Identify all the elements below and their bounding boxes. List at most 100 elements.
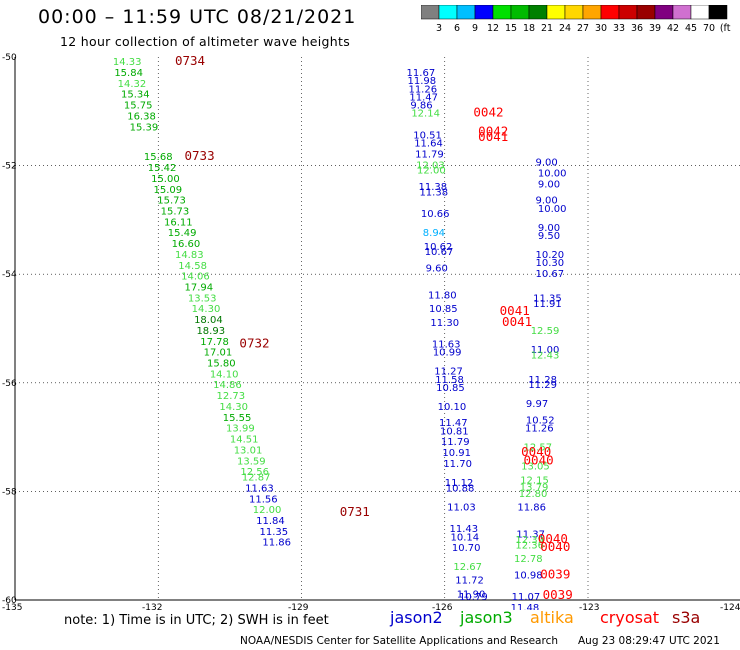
- wave-height-label: 11.27: [434, 367, 463, 378]
- wave-height-label: 13.79: [520, 482, 549, 493]
- scale-label: 3: [436, 23, 442, 34]
- wave-height-label: 11.37: [516, 530, 545, 541]
- y-tick-label: -54: [2, 270, 17, 280]
- wave-height-label: 11.80: [428, 291, 457, 302]
- wave-height-label: 9.00: [535, 158, 557, 169]
- wave-height-label: 10.81: [440, 426, 469, 437]
- wave-height-label: 10.10: [438, 402, 467, 413]
- wave-height-label: 11.98: [408, 76, 437, 87]
- scale-label: 33: [613, 23, 625, 34]
- wave-height-label: 9.97: [526, 399, 548, 410]
- wave-height-label: 10.00: [538, 168, 567, 179]
- wave-height-label: 14.58: [178, 261, 207, 272]
- wave-height-label: 12.80: [519, 489, 548, 500]
- wave-height-label: 11.26: [408, 84, 437, 95]
- scale-label: 30: [595, 23, 607, 34]
- x-tick-label: -123: [579, 603, 599, 610]
- wave-height-label: 15.42: [148, 163, 177, 174]
- scale-label: 6: [454, 23, 460, 34]
- wave-height-label: 11.58: [435, 375, 464, 386]
- scale-label: 21: [541, 23, 553, 34]
- wave-height-label: 15.73: [161, 206, 190, 217]
- wave-height-label: 12.67: [453, 562, 482, 573]
- time-label: 0040: [521, 444, 551, 459]
- time-label: 0040: [540, 539, 570, 554]
- wave-height-label: 11.91: [533, 299, 562, 310]
- wave-height-label: 9.00: [535, 196, 557, 207]
- time-label: 0731: [340, 504, 370, 519]
- legend-altika: altika: [530, 608, 574, 627]
- wave-height-label: 11.63: [245, 483, 274, 494]
- x-tick-label: -129: [288, 603, 309, 610]
- wave-height-label: 11.26: [525, 424, 554, 435]
- timestamp-text: Aug 23 08:29:47 UTC 2021: [578, 635, 720, 647]
- scale-label: 27: [577, 23, 589, 34]
- wave-height-label: 10.66: [421, 209, 450, 220]
- wave-height-label: 12.00: [253, 505, 282, 516]
- wave-height-label: 11.38: [419, 187, 448, 198]
- x-tick-label: -132: [142, 603, 162, 610]
- wave-height-label: 15.55: [223, 413, 252, 424]
- y-tick-label: -56: [2, 379, 17, 389]
- wave-height-label: 15.49: [168, 228, 197, 239]
- wave-height-label: 15.68: [144, 152, 173, 163]
- note-text: note: 1) Time is in UTC; 2) SWH is in fe…: [64, 613, 329, 628]
- scale-label: 42: [667, 23, 679, 34]
- wave-height-label: 12.87: [242, 473, 271, 484]
- wave-height-label: 9.50: [538, 231, 560, 242]
- scale-label: 45: [685, 23, 697, 34]
- wave-height-label: 10.79: [459, 592, 488, 603]
- wave-height-label: 11.67: [407, 68, 436, 79]
- wave-height-label: 18.93: [196, 326, 225, 337]
- wave-height-label: 12.43: [531, 350, 560, 361]
- wave-height-label: 12.59: [531, 326, 560, 337]
- wave-height-label: 10.91: [442, 448, 471, 459]
- scale-label: 15: [505, 23, 517, 34]
- wave-height-label: 11.48: [511, 603, 540, 610]
- legend-jason2: jason2: [390, 608, 443, 627]
- wave-height-label: 11.47: [439, 418, 468, 429]
- wave-height-label: 10.88: [446, 483, 475, 494]
- y-tick-label: -58: [2, 487, 17, 497]
- time-label: 0041: [500, 303, 530, 318]
- wave-height-label: 12.73: [217, 391, 246, 402]
- scale-label: 36: [631, 23, 643, 34]
- credit-text: NOAA/NESDIS Center for Satellite Applica…: [240, 635, 558, 647]
- time-label: 0041: [478, 129, 508, 144]
- wave-height-label: 11.79: [441, 437, 470, 448]
- wave-height-label: 12.36: [515, 540, 544, 551]
- map-plot: -50 -52 -54 -56 -58 -60-135 -132 -129 -126 -123 -1…: [2, 53, 740, 610]
- wave-height-label: 14.06: [181, 272, 210, 283]
- wave-height-label: 11.47: [409, 92, 438, 103]
- wave-height-label: 11.70: [443, 459, 472, 470]
- wave-height-label: 13.59: [237, 456, 266, 467]
- wave-height-label: 11.07: [512, 592, 541, 603]
- wave-height-label: 13.53: [188, 293, 217, 304]
- wave-height-label: 15.00: [151, 174, 180, 185]
- x-tick-label: -124: [720, 603, 740, 610]
- time-label: 0042: [473, 105, 503, 120]
- time-label: 0039: [540, 566, 570, 581]
- wave-height-label: 14.10: [210, 369, 239, 380]
- wave-height-label: 10.67: [535, 269, 564, 280]
- time-label: 0042: [478, 124, 508, 139]
- scale-label: 9: [472, 23, 478, 34]
- x-tick-label: -126: [432, 603, 453, 610]
- wave-height-label: 11.28: [528, 375, 557, 386]
- wave-height-label: 15.09: [153, 185, 182, 196]
- legend-jason3: jason3: [460, 608, 513, 627]
- wave-height-label: 11.12: [445, 478, 474, 489]
- y-tick-label: -52: [2, 162, 17, 172]
- wave-height-label: 11.00: [531, 345, 560, 356]
- y-tick-label: -60: [2, 596, 17, 606]
- wave-height-label: 9.00: [538, 179, 560, 190]
- wave-height-label: 10.70: [452, 543, 481, 554]
- wave-height-label: 15.39: [130, 122, 159, 133]
- wave-height-label: 11.86: [262, 538, 291, 549]
- wave-height-label: 11.35: [259, 527, 288, 538]
- wave-height-label: 10.14: [450, 532, 479, 543]
- wave-height-label: 12.14: [411, 109, 440, 120]
- scale-label: 39: [649, 23, 661, 34]
- wave-height-label: 10.85: [429, 304, 458, 315]
- wave-height-label: 11.35: [533, 293, 562, 304]
